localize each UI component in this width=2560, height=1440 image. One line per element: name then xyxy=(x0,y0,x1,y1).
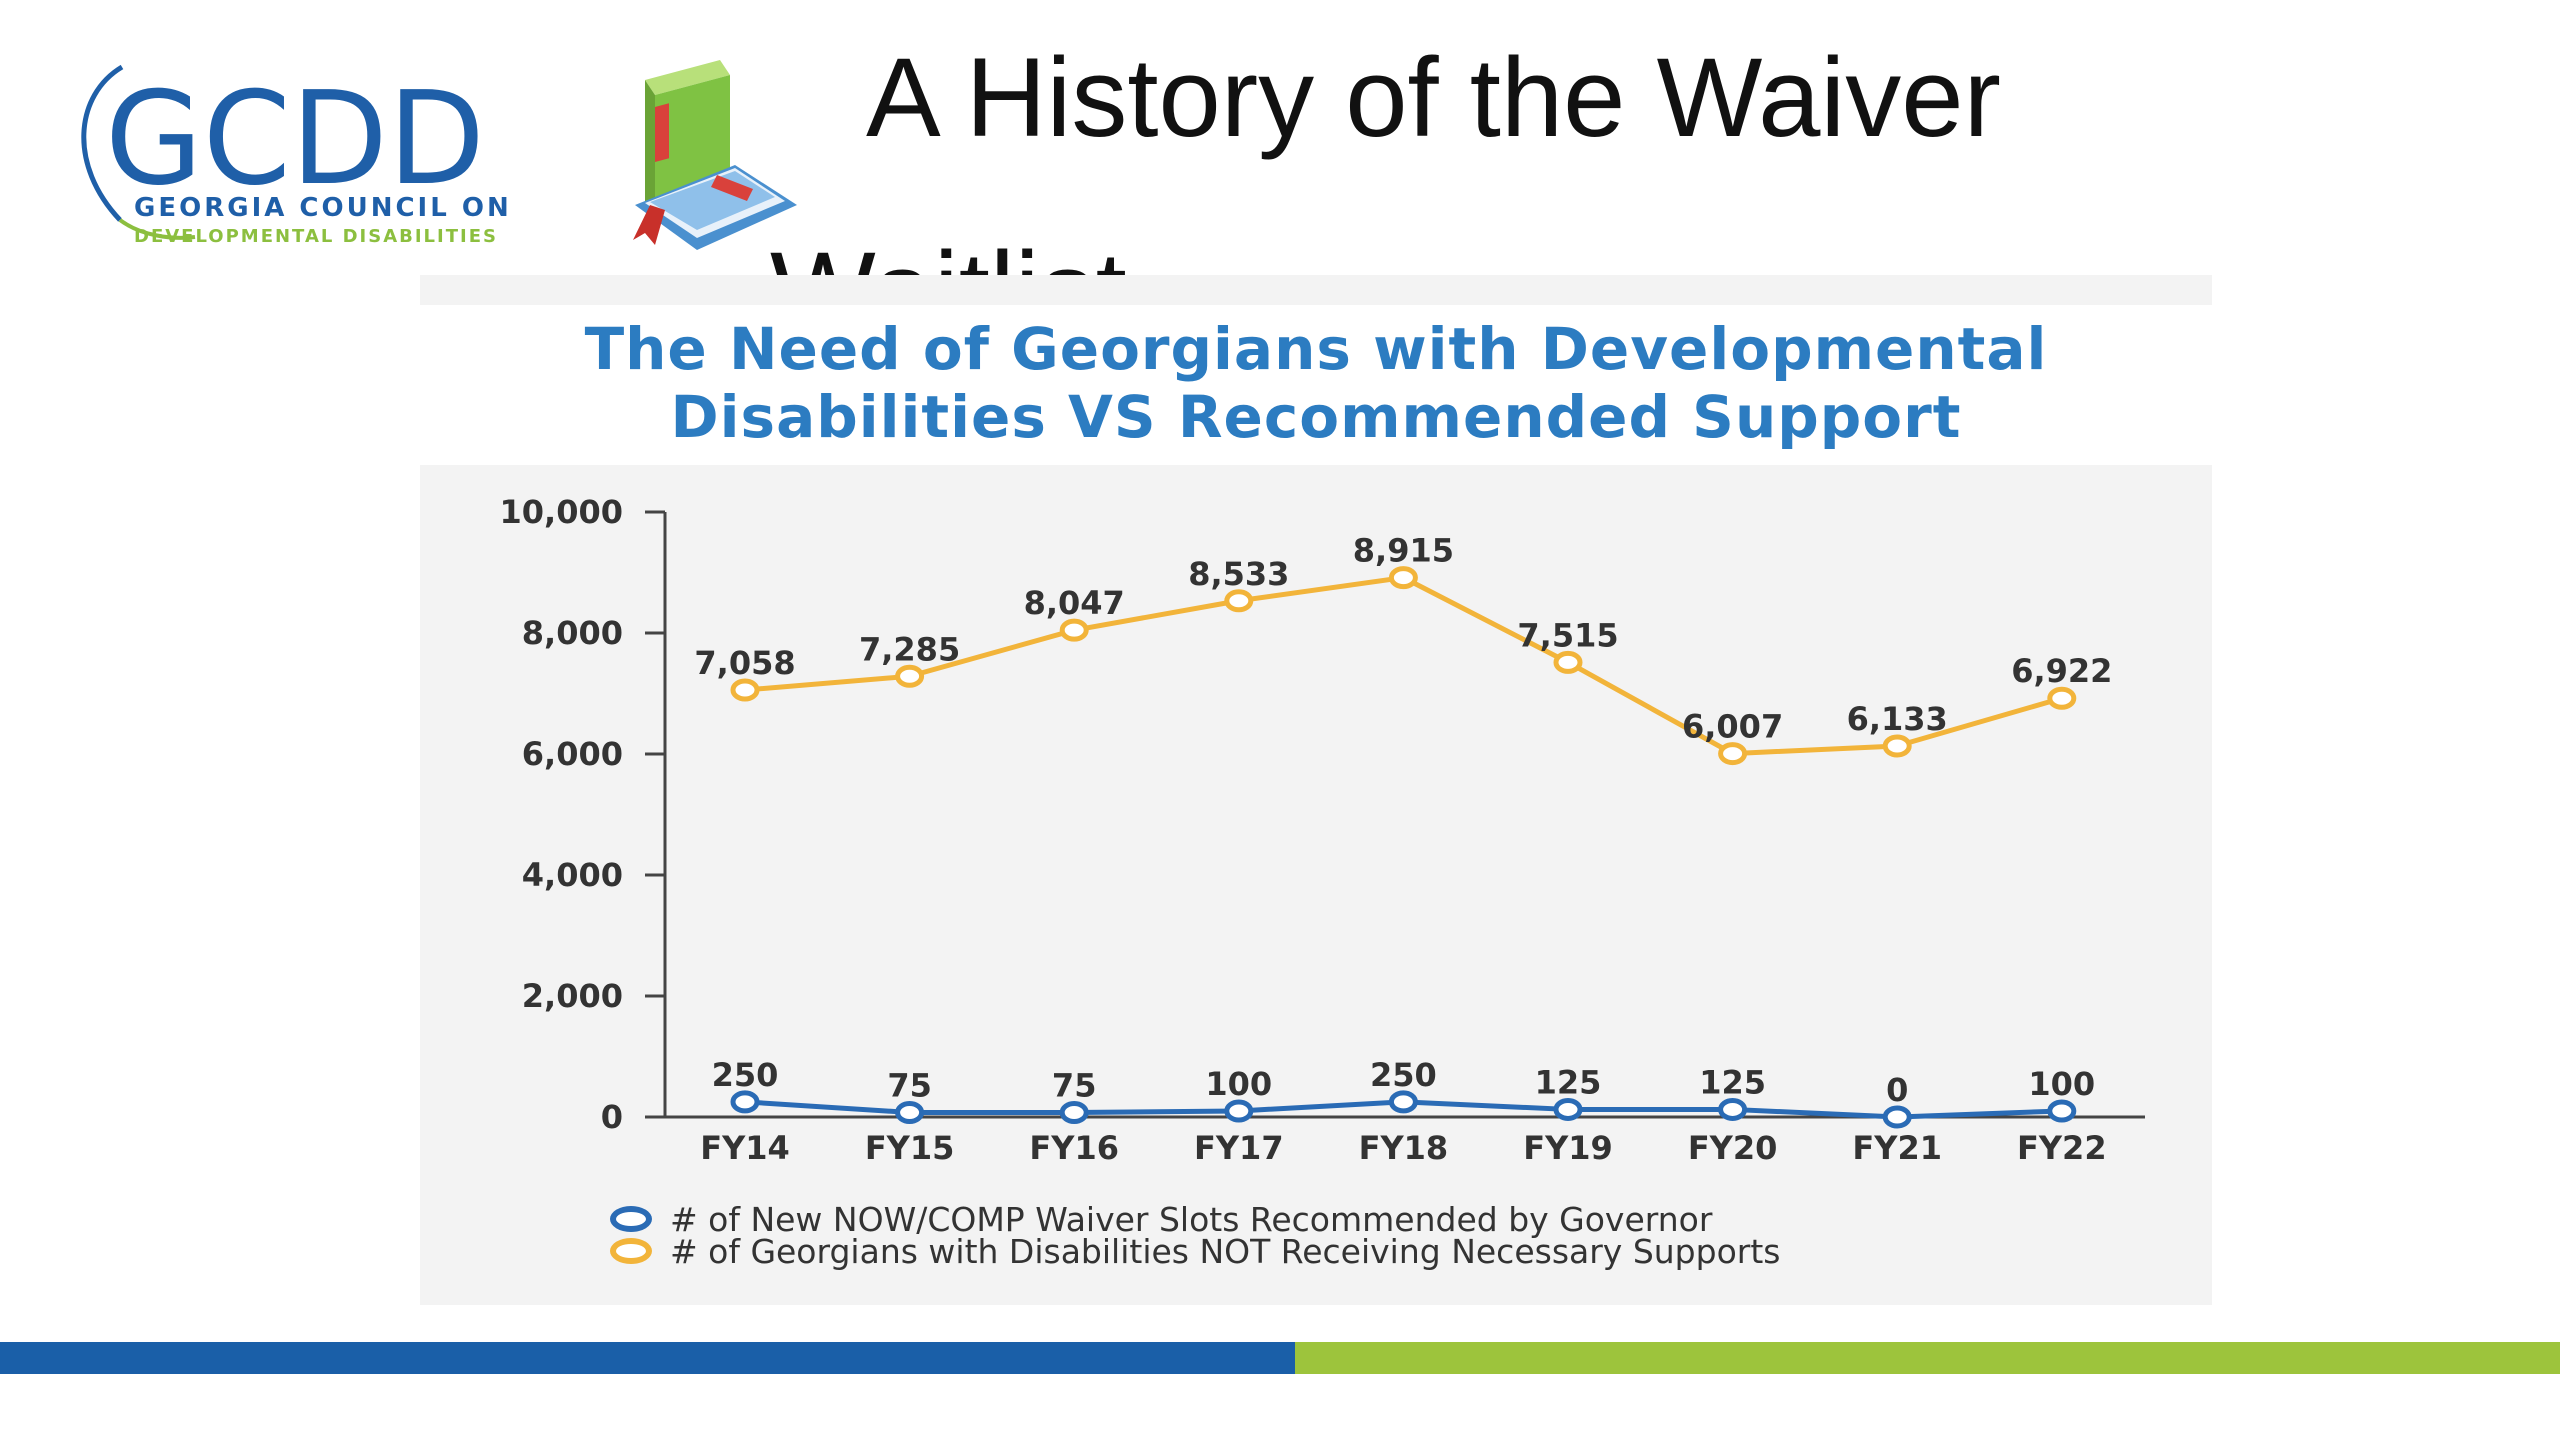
footer-bar-blue xyxy=(0,1342,1295,1374)
y-tick-label: 4,000 xyxy=(522,856,623,894)
y-tick-label: 0 xyxy=(601,1098,623,1136)
slide-title-second-line: Waitlist xyxy=(770,226,1127,278)
chart-title-line-1: The Need of Georgians with Developmental xyxy=(584,315,2048,383)
series-point-1 xyxy=(1718,742,1748,766)
data-label-1: 6,133 xyxy=(1847,700,1948,738)
data-label-1: 8,533 xyxy=(1188,555,1289,593)
legend-item-need: # of Georgians with Disabilities NOT Rec… xyxy=(610,1232,1780,1271)
slide-title: A History of the Waiver xyxy=(866,35,2001,160)
x-tick-label: FY19 xyxy=(1523,1129,1613,1167)
x-tick-label: FY21 xyxy=(1852,1129,1942,1167)
data-label-0: 100 xyxy=(2028,1065,2095,1103)
series-point-1 xyxy=(2047,686,2077,710)
series-point-1 xyxy=(1059,618,1089,642)
series-point-1 xyxy=(895,664,925,688)
legend-label-slots: # of New NOW/COMP Waiver Slots Recommend… xyxy=(670,1199,1713,1239)
data-label-0: 250 xyxy=(1370,1056,1437,1094)
x-tick-label: FY18 xyxy=(1359,1129,1449,1167)
data-label-0: 125 xyxy=(1535,1063,1602,1101)
book-stack-icon xyxy=(625,55,805,250)
series-point-0 xyxy=(2047,1099,2077,1123)
series-point-0 xyxy=(1718,1097,1748,1121)
x-tick-label: FY22 xyxy=(2017,1129,2107,1167)
chart-series-layer xyxy=(730,566,2077,1129)
series-point-0 xyxy=(730,1090,760,1114)
logo-swoosh-blue xyxy=(81,64,124,222)
series-point-1 xyxy=(1224,589,1254,613)
y-tick-label: 10,000 xyxy=(500,493,623,531)
legend-marker-need xyxy=(610,1238,652,1264)
chart-title: The Need of Georgians with Developmental… xyxy=(420,315,2212,451)
data-label-1: 6,007 xyxy=(1682,708,1783,746)
data-label-1: 7,285 xyxy=(859,630,960,668)
data-label-0: 75 xyxy=(887,1066,932,1104)
series-point-1 xyxy=(1882,734,1912,758)
logo-letters: GCDD xyxy=(105,65,485,214)
series-point-0 xyxy=(895,1100,925,1124)
gcdd-logo-graphic: GCDD xyxy=(81,64,485,240)
y-tick-label: 6,000 xyxy=(522,735,623,773)
chart-title-line-2: Disabilities VS Recommended Support xyxy=(670,383,1962,451)
legend-label-need: # of Georgians with Disabilities NOT Rec… xyxy=(670,1231,1781,1271)
data-label-0: 75 xyxy=(1052,1066,1097,1104)
x-tick-label: FY17 xyxy=(1194,1129,1284,1167)
series-point-1 xyxy=(1553,650,1583,674)
series-point-0 xyxy=(1224,1099,1254,1123)
chart-legend: # of New NOW/COMP Waiver Slots Recommend… xyxy=(610,1200,1780,1271)
data-label-0: 100 xyxy=(1205,1065,1272,1103)
y-tick-label: 2,000 xyxy=(522,977,623,1015)
data-label-1: 7,515 xyxy=(1517,616,1618,654)
series-point-0 xyxy=(1059,1100,1089,1124)
data-label-0: 0 xyxy=(1886,1071,1908,1109)
legend-item-slots: # of New NOW/COMP Waiver Slots Recommend… xyxy=(610,1200,1780,1239)
data-label-0: 125 xyxy=(1699,1063,1766,1101)
series-point-0 xyxy=(1388,1090,1418,1114)
data-label-1: 8,915 xyxy=(1353,532,1454,570)
series-point-0 xyxy=(1553,1097,1583,1121)
series-point-1 xyxy=(730,678,760,702)
logo-line1: GEORGIA COUNCIL ON xyxy=(134,193,512,223)
data-label-1: 7,058 xyxy=(694,644,795,682)
data-label-0: 250 xyxy=(712,1056,779,1094)
series-point-0 xyxy=(1882,1105,1912,1129)
data-label-1: 6,922 xyxy=(2011,652,2112,690)
y-tick-label: 8,000 xyxy=(522,614,623,652)
logo-line2: DEVELOPMENTAL DISABILITIES xyxy=(134,226,498,247)
chart-title-box xyxy=(420,305,2212,465)
x-tick-label: FY16 xyxy=(1029,1129,1119,1167)
logo-swoosh-green xyxy=(118,218,196,240)
footer-bar-green xyxy=(1295,1342,2560,1374)
gcdd-logo: GCDD xyxy=(60,55,500,255)
x-tick-label: FY20 xyxy=(1688,1129,1778,1167)
slide-title-second-line-text: Waitlist xyxy=(770,230,1127,278)
series-point-1 xyxy=(1388,566,1418,590)
data-label-1: 8,047 xyxy=(1024,584,1125,622)
x-tick-label: FY14 xyxy=(700,1129,790,1167)
x-tick-label: FY15 xyxy=(865,1129,955,1167)
chart-labels-layer: 250 75 75 100 250 125 125 0 100 7,058 7,285 8,047 8,… xyxy=(694,532,2112,1109)
legend-marker-slots xyxy=(610,1206,652,1232)
